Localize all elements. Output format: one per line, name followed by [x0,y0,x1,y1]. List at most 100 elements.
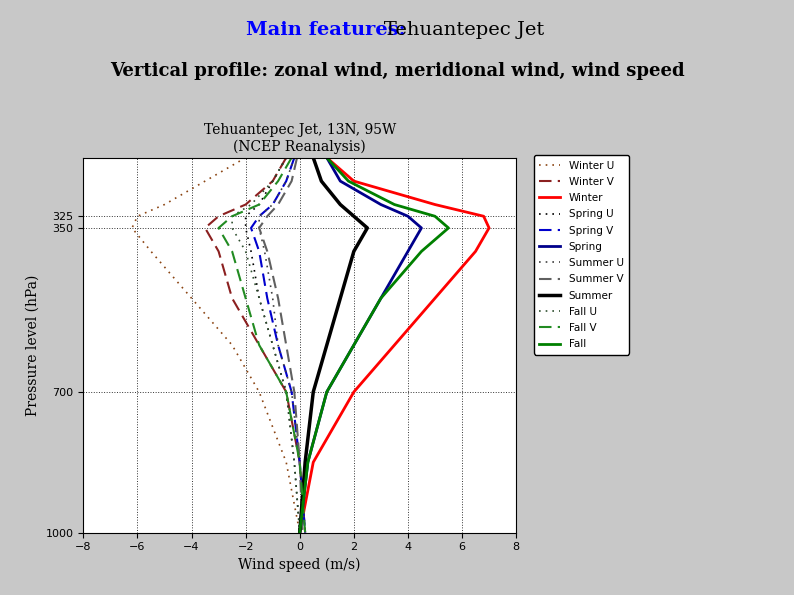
Summer V [263,212,272,220]
Summer V [295,459,305,466]
Winter V [214,212,223,220]
Winter [471,248,480,255]
Summer [317,177,326,184]
Spring V [273,342,283,349]
Fall [430,212,440,220]
Fall V [281,389,291,396]
Spring V [287,389,296,396]
Winter U [295,529,305,536]
Winter V [281,389,291,396]
Spring [403,212,413,220]
Fall V [241,295,250,302]
Spring [349,342,359,349]
Summer V [273,295,283,302]
Winter U [187,295,196,302]
Spring V [268,201,277,208]
Summer V [290,389,299,396]
Spring U [268,177,277,184]
Winter [322,154,332,161]
Spring U [241,212,250,220]
Fall V [254,201,264,208]
Fall V [254,342,264,349]
Summer U [290,154,299,161]
Winter U [133,212,142,220]
Winter V [281,154,291,161]
Fall V [214,224,223,231]
Summer [300,459,310,466]
Winter V [214,248,223,255]
Winter [390,342,399,349]
Spring V [300,529,310,536]
Title: Tehuantepec Jet, 13N, 95W
(NCEP Reanalysis): Tehuantepec Jet, 13N, 95W (NCEP Reanalys… [203,123,396,154]
Fall U [281,154,291,161]
Summer [363,224,372,231]
Fall U [227,212,237,220]
Fall U [295,529,305,536]
Fall U [227,224,237,231]
Winter V [227,295,237,302]
Fall V [227,212,237,220]
Y-axis label: Pressure level (hPa): Pressure level (hPa) [26,274,40,416]
Line: Summer V: Summer V [259,158,303,533]
Fall [390,201,399,208]
Winter U [281,459,291,466]
Spring U [290,459,299,466]
Summer [349,248,359,255]
Spring V [254,212,264,220]
Summer U [287,389,296,396]
Winter [484,224,494,231]
Line: Spring V: Spring V [251,158,305,533]
Spring U [268,342,277,349]
Summer U [273,342,283,349]
Fall V [287,154,296,161]
Winter V [268,177,277,184]
Fall [322,154,332,161]
Spring U [254,295,264,302]
Summer V [263,248,272,255]
Fall U [241,248,250,255]
Fall V [300,529,310,536]
Line: Fall: Fall [300,158,449,533]
Summer [349,212,359,220]
Fall [322,389,332,396]
Text: Main features:: Main features: [246,21,406,39]
Summer V [273,201,283,208]
Summer [295,529,305,536]
Summer U [295,459,305,466]
Fall V [295,459,305,466]
Fall U [281,389,291,396]
Winter [349,177,359,184]
Summer [336,201,345,208]
Summer U [254,224,264,231]
Winter V [295,459,305,466]
Winter V [241,201,250,208]
Line: Fall U: Fall U [232,158,300,533]
Fall [376,295,386,302]
Fall U [290,459,299,466]
Summer V [254,224,264,231]
Winter V [300,529,310,536]
Summer [309,154,318,161]
Summer [336,295,345,302]
Spring [295,529,305,536]
Winter [295,529,305,536]
Winter V [200,224,210,231]
Spring [376,201,386,208]
Summer V [298,529,307,536]
Spring [303,459,313,466]
Line: Spring U: Spring U [245,158,300,533]
Legend: Winter U, Winter V, Winter, Spring U, Spring V, Spring, Summer U, Summer V, Summ: Winter U, Winter V, Winter, Spring U, Sp… [534,155,629,355]
Spring V [263,295,272,302]
Line: Winter U: Winter U [132,158,300,533]
Line: Summer: Summer [300,158,368,533]
Line: Summer U: Summer U [259,158,305,533]
X-axis label: Wind speed (m/s): Wind speed (m/s) [238,558,361,572]
Fall [295,529,305,536]
Winter U [227,342,237,349]
Summer U [281,177,291,184]
Summer U [300,529,310,536]
Spring U [241,224,250,231]
Spring U [281,154,291,161]
Text: Vertical profile: zonal wind, meridional wind, wind speed: Vertical profile: zonal wind, meridional… [110,62,684,80]
Winter U [160,201,169,208]
